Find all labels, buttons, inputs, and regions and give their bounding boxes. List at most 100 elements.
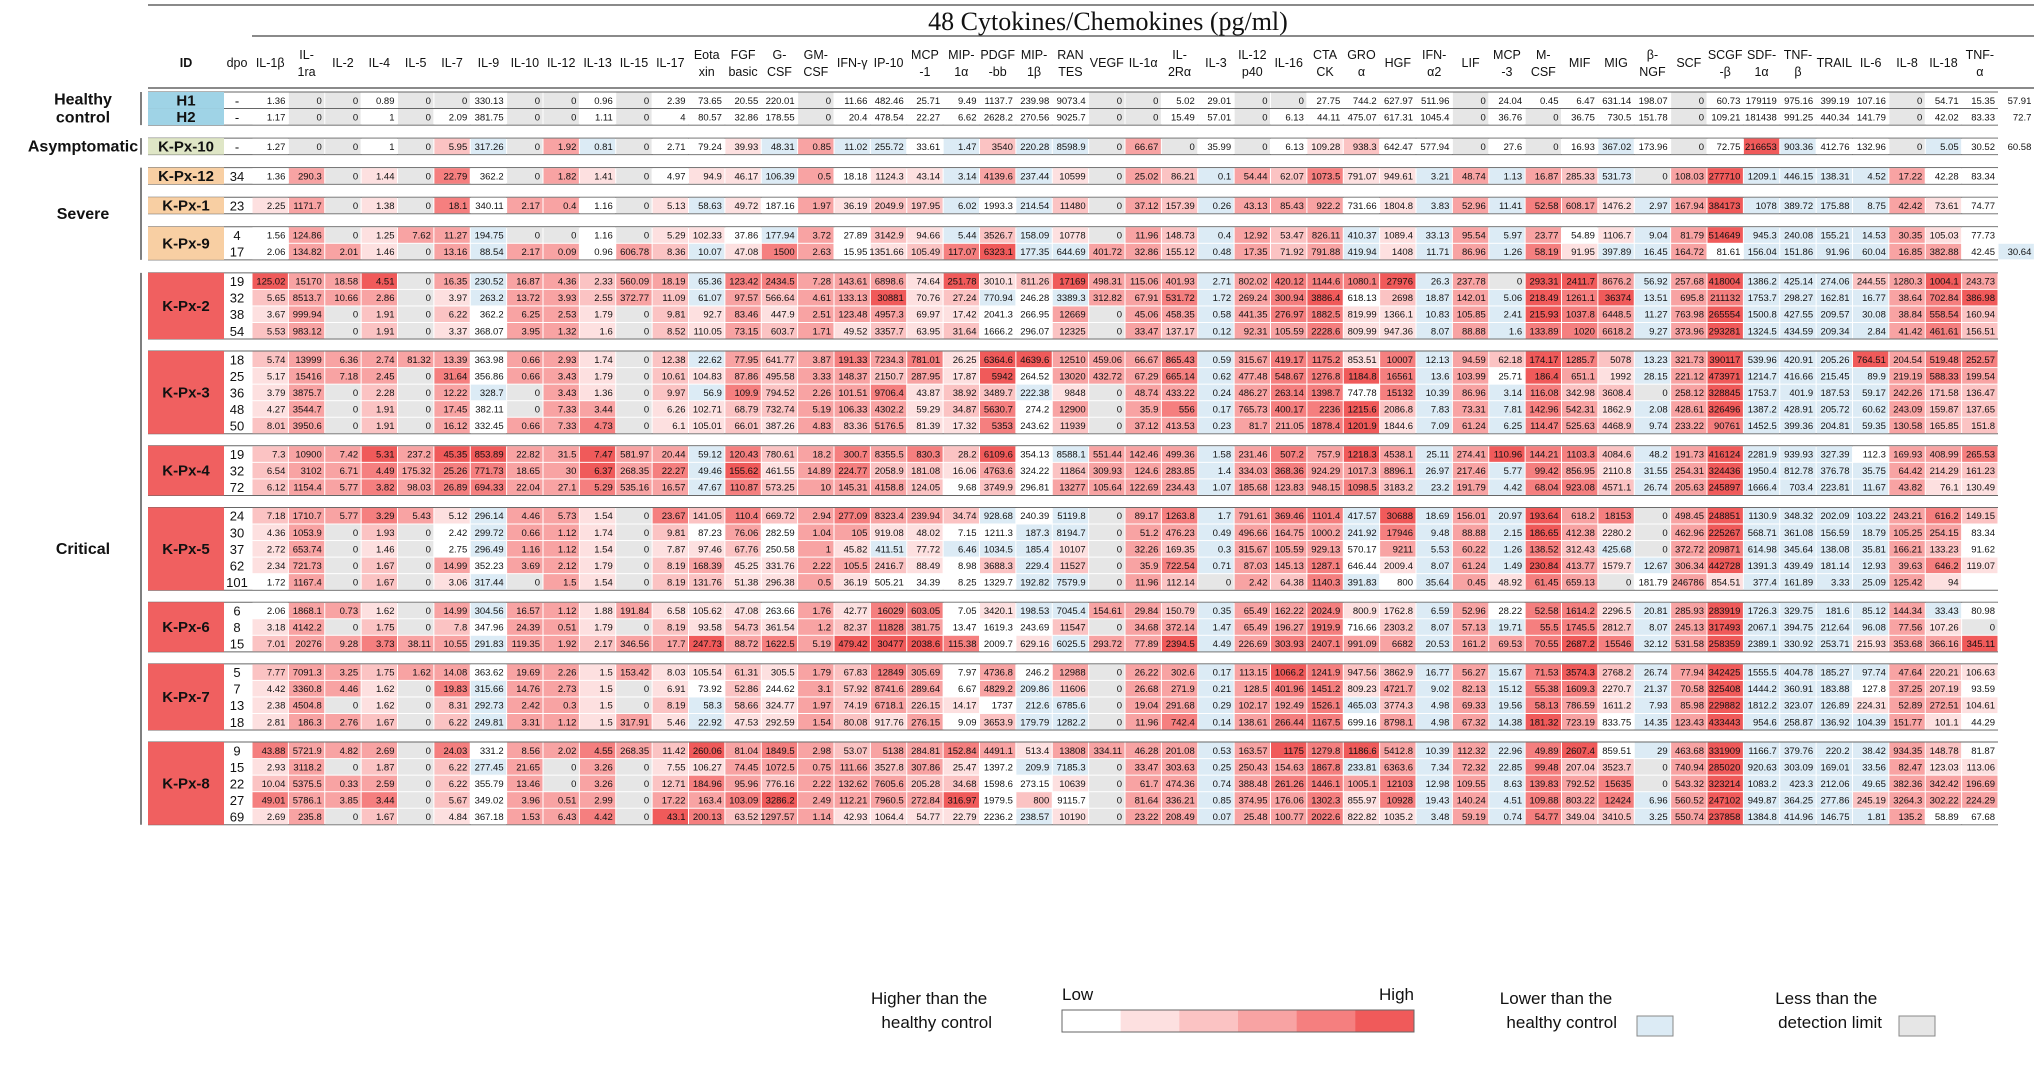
cell-value: 2.34 <box>267 561 286 572</box>
cell-value: 66.67 <box>1135 355 1159 366</box>
cell-value: 0 <box>1117 812 1122 823</box>
cell-value: 192.82 <box>1020 577 1049 588</box>
cell-value: 9.97 <box>667 388 686 399</box>
cell-value: 243.69 <box>1020 623 1049 634</box>
cell-value: 618.13 <box>1348 293 1377 304</box>
cell-value: 0 <box>353 96 358 107</box>
cell-value: 809.23 <box>1348 684 1377 695</box>
cell-value: 1619.3 <box>984 623 1013 634</box>
cell-value: 1.7 <box>1218 511 1231 522</box>
cell-value: 123.83 <box>1275 483 1304 494</box>
cell-value: 1276.8 <box>1311 371 1340 382</box>
cell-value: 1171.7 <box>293 201 321 212</box>
cell-value: 154.61 <box>1093 606 1122 617</box>
cell-value: 2236 <box>1319 404 1340 415</box>
cell-ip-10-k-px-1-d23 <box>870 197 907 214</box>
cell-value: 65.36 <box>698 277 722 288</box>
cell-value: 32.12 <box>1644 639 1668 650</box>
cell-value: 1398.7 <box>1311 388 1340 399</box>
cell-value: 30.08 <box>1862 310 1886 321</box>
cell-value: 139.83 <box>1529 779 1558 790</box>
cell-value: 197.95 <box>911 201 940 212</box>
cell-value: 246.2 <box>1025 668 1049 679</box>
cell-value: 13.51 <box>1644 293 1668 304</box>
cell-value: 2.08 <box>1649 404 1668 415</box>
cell-value: 1.67 <box>376 577 395 588</box>
cell-value: 88.88 <box>1462 326 1486 337</box>
cell-value: 568.71 <box>1748 528 1777 539</box>
cell-value: 1004.1 <box>1930 277 1959 288</box>
cell-value: 272.51 <box>1930 701 1959 712</box>
cell-trail-k-px-12-d34 <box>1816 168 1852 184</box>
cell-value: 43.13 <box>1244 201 1268 212</box>
cell-value: 237858 <box>1709 812 1741 823</box>
cell-value: 0 <box>1699 96 1704 107</box>
cell-value: 38.92 <box>953 388 977 399</box>
cell-value: 399.36 <box>1784 421 1813 432</box>
cell-value: 507.2 <box>1280 450 1304 461</box>
cell-value: 928.68 <box>984 511 1013 522</box>
cell-value: 86.21 <box>1171 171 1195 182</box>
cell-value: 22.27 <box>662 466 686 477</box>
cell-value: 110.05 <box>694 326 722 337</box>
cell-value: 0 <box>644 421 649 432</box>
cell-value: 0 <box>1626 577 1631 588</box>
legend-high-label: High <box>1379 985 1414 1004</box>
cell-value: 54.44 <box>1244 171 1268 182</box>
cell-value: 51.38 <box>734 577 758 588</box>
cell-value: 423.3 <box>1789 779 1813 790</box>
cell-value: 1020 <box>1574 326 1595 337</box>
cell-value: 0 <box>571 96 576 107</box>
cell-il-7-k-px-10-d <box>434 138 470 155</box>
cell-m-csf-k-px-12-d34 <box>1525 168 1561 184</box>
cell-value: 1391.3 <box>1748 561 1777 572</box>
cell-value: 1452.5 <box>1748 421 1777 432</box>
dpo-column-header: dpo <box>227 56 248 70</box>
cell-value: 0 <box>1117 404 1122 415</box>
cell-value: 498.45 <box>1675 511 1704 522</box>
cell-value: 348.32 <box>1784 511 1813 522</box>
column-header-il-12-p40-line1: IL-12 <box>1238 48 1267 62</box>
cell-value: 7.09 <box>1431 421 1450 432</box>
cell-value: 0 <box>571 231 576 242</box>
cell-value: 67.29 <box>1135 371 1159 382</box>
cell-value: 0.14 <box>1213 717 1232 728</box>
cell-value: 7.33 <box>558 421 577 432</box>
column-header-tnf-line2: β <box>1794 65 1801 79</box>
cell-value: 539.96 <box>1748 355 1777 366</box>
cell-value: 744.2 <box>1353 96 1377 107</box>
cell-value: 324.22 <box>1020 466 1049 477</box>
cell-value: 10.39 <box>1426 746 1450 757</box>
cell-value: 730.5 <box>1607 112 1631 123</box>
cell-value: 346.56 <box>620 639 649 650</box>
cell-value: 923.08 <box>1566 483 1595 494</box>
cell-value: 26.25 <box>953 355 977 366</box>
cell-value: 903.36 <box>1784 142 1813 153</box>
cell-ngf-k-px-10-d <box>1634 138 1671 155</box>
cell-gro-k-px-9-d4 <box>1343 227 1380 243</box>
cell-value: 12.38 <box>662 355 686 366</box>
cell-value: 200.13 <box>693 812 722 823</box>
cell-value: 4.46 <box>340 684 359 695</box>
cell-value: 0 <box>1189 142 1194 153</box>
cell-value: 52.58 <box>1535 201 1559 212</box>
cell-value: 3.79 <box>267 388 286 399</box>
cell-value: 1.12 <box>558 606 577 617</box>
cell-value: 6.96 <box>1649 795 1668 806</box>
cell-value: 64.38 <box>1280 577 1304 588</box>
cell-value: 143.61 <box>838 277 867 288</box>
cell-value: 106.39 <box>766 171 795 182</box>
cell-value: 803.22 <box>1566 795 1595 806</box>
cell-value: 0 <box>644 544 649 555</box>
cell-value: 0.45 <box>1540 96 1559 107</box>
cell-il-1-k-px-9-d4 <box>1125 227 1161 243</box>
cell-value: 4.42 <box>594 812 613 823</box>
cell-il-12-p40-k-px-1-d23 <box>1234 197 1270 214</box>
cell-value: 6364.6 <box>984 355 1013 366</box>
cell-scgf-k-px-1-d23 <box>1707 197 1743 214</box>
cell-m-csf-k-px-9-d4 <box>1525 227 1561 243</box>
column-header-il-10: IL-10 <box>511 56 540 70</box>
cell-hgf-k-px-1-d23 <box>1380 197 1416 214</box>
cell-value: 476.23 <box>1166 528 1195 539</box>
cell-value: 0 <box>353 544 358 555</box>
